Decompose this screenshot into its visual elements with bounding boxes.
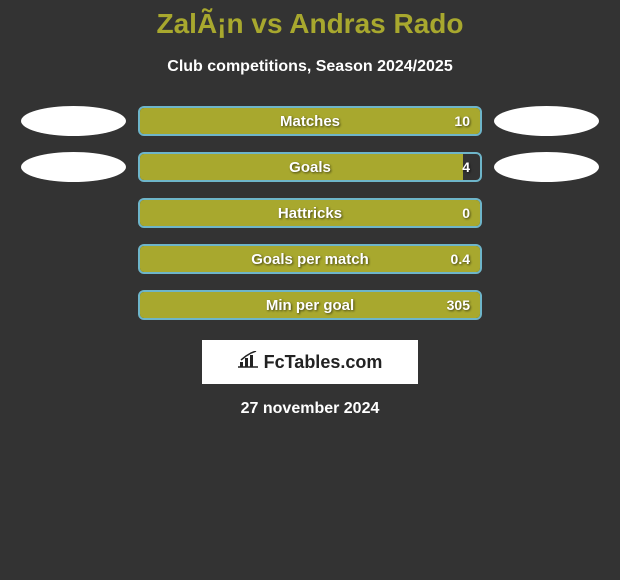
date-text: 27 november 2024 xyxy=(0,400,620,418)
stat-bar: Goals4 xyxy=(138,152,482,182)
stat-row: Hattricks0 xyxy=(0,198,620,228)
bar-value: 4 xyxy=(462,154,470,180)
bar-label: Goals xyxy=(140,154,480,180)
bar-label: Hattricks xyxy=(140,200,480,226)
left-ellipse xyxy=(21,152,126,182)
right-ellipse xyxy=(494,152,599,182)
bar-label: Matches xyxy=(140,108,480,134)
stat-row: Min per goal305 xyxy=(0,290,620,320)
stat-row: Goals per match0.4 xyxy=(0,244,620,274)
page-subtitle: Club competitions, Season 2024/2025 xyxy=(0,58,620,76)
logo-label: FcTables.com xyxy=(264,352,383,373)
stat-bar: Hattricks0 xyxy=(138,198,482,228)
stat-bar: Min per goal305 xyxy=(138,290,482,320)
stat-row: Matches10 xyxy=(0,106,620,136)
logo-box[interactable]: FcTables.com xyxy=(202,340,418,384)
bar-label: Goals per match xyxy=(140,246,480,272)
page-title: ZalÃ¡n vs Andras Rado xyxy=(0,8,620,40)
stat-bar: Matches10 xyxy=(138,106,482,136)
left-ellipse xyxy=(21,106,126,136)
stat-row: Goals4 xyxy=(0,152,620,182)
stat-bar: Goals per match0.4 xyxy=(138,244,482,274)
bar-value: 0.4 xyxy=(451,246,470,272)
bar-value: 305 xyxy=(447,292,470,318)
bar-value: 0 xyxy=(462,200,470,226)
right-ellipse xyxy=(494,106,599,136)
logo-text: FcTables.com xyxy=(238,351,383,374)
bar-value: 10 xyxy=(454,108,470,134)
comparison-container: ZalÃ¡n vs Andras Rado Club competitions,… xyxy=(0,0,620,418)
chart-icon xyxy=(238,351,260,374)
stat-rows: Matches10 Goals4 Hattricks0 Goals per match… xyxy=(0,106,620,320)
bar-label: Min per goal xyxy=(140,292,480,318)
